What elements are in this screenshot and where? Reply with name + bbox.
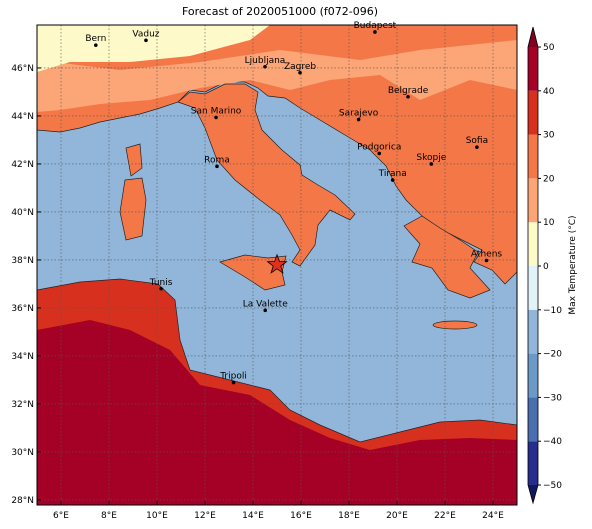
city-dot	[298, 70, 302, 75]
y-tick-label: 38°N	[11, 256, 34, 266]
colorbar-label: Max Temperature (°C)	[568, 215, 578, 314]
x-tick-label: 10°E	[146, 511, 168, 521]
city-label: Tunis	[149, 278, 173, 288]
y-tick-label: 32°N	[11, 400, 34, 410]
x-tick-label: 24°E	[482, 511, 504, 521]
x-tick-label: 20°E	[386, 511, 408, 521]
y-tick-label: 28°N	[11, 496, 34, 506]
city-dot	[356, 117, 361, 122]
italy	[177, 83, 356, 267]
city-label: Tripoli	[219, 372, 247, 382]
city-dot	[484, 258, 489, 263]
city-label: Vaduz	[132, 29, 159, 39]
city-dot	[159, 286, 163, 291]
colorbar-bin	[528, 309, 538, 354]
x-tick-label: 8°E	[101, 511, 117, 521]
colorbar-tick-label: 40	[543, 87, 555, 97]
city-label: Sarajevo	[339, 109, 379, 119]
sardinia	[119, 177, 147, 241]
colorbar-bin	[528, 397, 538, 442]
x-tick-label: 12°E	[194, 511, 216, 521]
colorbar-bin	[528, 47, 538, 91]
city-dot	[377, 151, 382, 156]
colorbar-bin	[528, 266, 538, 310]
city-label: Bern	[85, 34, 106, 44]
city-dot	[215, 164, 219, 169]
city-dot	[94, 43, 98, 47]
city-dot	[231, 380, 236, 385]
colorbar-over	[528, 27, 538, 47]
map-title: Forecast of 2020051000 (f072-096)	[182, 5, 378, 18]
gridlines	[37, 25, 517, 505]
colorbar-bin	[528, 222, 538, 266]
city-label: Budapest	[354, 21, 397, 31]
city-dot	[475, 145, 479, 149]
x-tick-label: 22°E	[434, 511, 456, 521]
colorbar-tick-label: −30	[543, 393, 562, 403]
crete	[432, 320, 478, 330]
city-dot	[214, 115, 218, 120]
city-dot	[373, 30, 377, 34]
city-dot	[144, 38, 148, 43]
city-dot	[390, 178, 395, 182]
city-label: Belgrade	[388, 86, 429, 96]
colorbar-tick-label: −40	[543, 437, 562, 447]
city-dot	[429, 162, 434, 166]
colorbar-bin	[528, 178, 538, 223]
colorbar-tick-label: −50	[543, 481, 562, 491]
africa-inner	[37, 320, 517, 505]
colorbar-tick-label: 30	[543, 131, 555, 141]
plot-frame	[36, 24, 518, 506]
city-label: Ljubljana	[245, 56, 286, 66]
y-tick-label: 42°N	[11, 160, 34, 170]
colorbar-bin	[528, 90, 538, 135]
colorbar-tick-label: 50	[543, 43, 555, 53]
y-tick-label: 30°N	[11, 448, 34, 458]
city-dot	[263, 64, 267, 69]
city-label: Skopje	[416, 153, 446, 163]
y-tick-label: 40°N	[11, 208, 34, 218]
colorbar-tick-label: −20	[543, 350, 562, 360]
y-tick-label: 46°N	[11, 64, 34, 74]
city-label: Roma	[204, 155, 230, 165]
city-dot	[406, 94, 410, 99]
colorbar-tick-label: 0	[543, 262, 549, 272]
marker-star	[266, 253, 288, 274]
x-tick-label: 16°E	[290, 511, 312, 521]
colorbar-tick-label: 10	[543, 218, 555, 228]
x-tick-label: 14°E	[242, 511, 264, 521]
y-tick-label: 34°N	[11, 352, 34, 362]
city-label: Podgorica	[357, 142, 401, 152]
corsica	[125, 143, 143, 177]
greece	[403, 215, 491, 299]
colorbar-tick-label: 20	[543, 174, 555, 184]
x-tick-label: 6°E	[53, 511, 69, 521]
x-tick-label: 18°E	[338, 511, 360, 521]
city-label: Sofia	[466, 136, 488, 146]
colorbar-bin	[528, 134, 538, 179]
city-label: San Marino	[191, 106, 242, 116]
city-dot	[263, 308, 268, 313]
colorbar-under	[528, 485, 538, 503]
city-label: Athens	[471, 249, 502, 259]
city-label: Tirana	[378, 169, 407, 179]
city-label: Zagreb	[284, 62, 316, 72]
y-tick-label: 44°N	[11, 112, 34, 122]
alps-patch	[37, 25, 270, 72]
colorbar-tick-label: −10	[543, 306, 562, 316]
colorbar-bin	[528, 353, 538, 398]
y-tick-label: 36°N	[11, 304, 34, 314]
city-label: La Valette	[243, 299, 288, 309]
colorbar-bin	[528, 441, 538, 485]
